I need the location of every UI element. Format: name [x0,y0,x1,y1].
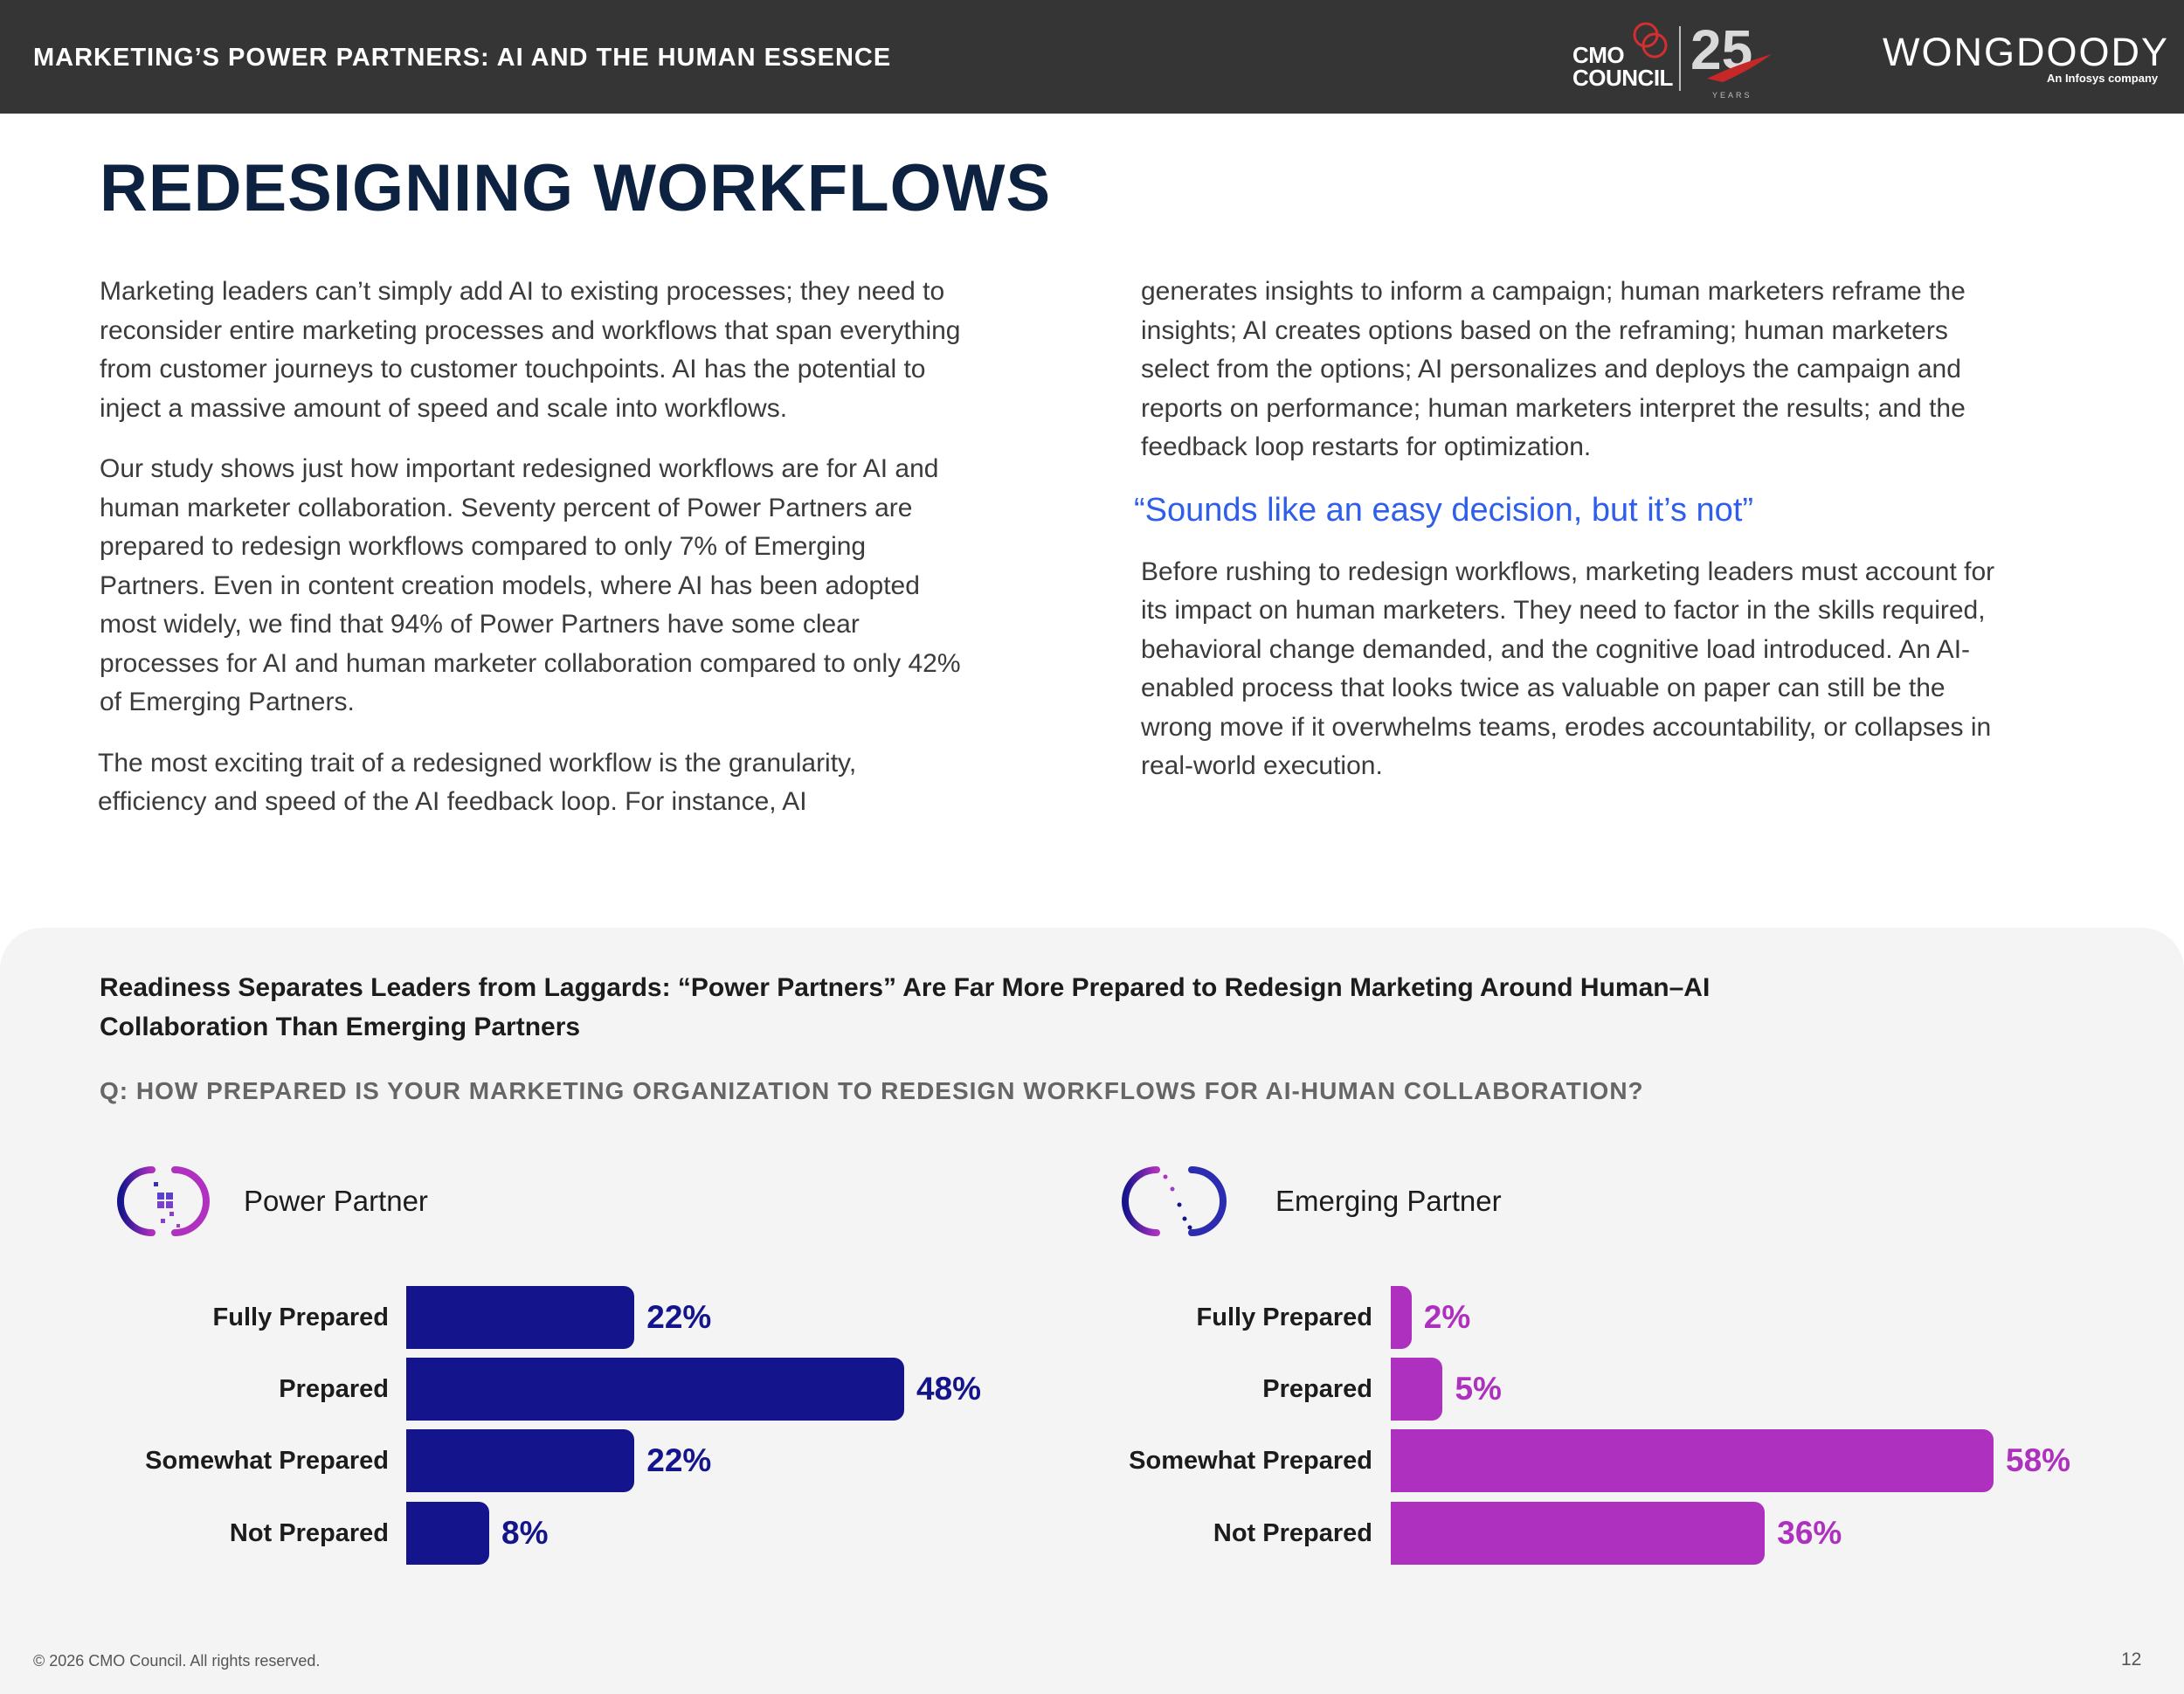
chart-panel [0,928,2184,1694]
bar [406,1429,635,1492]
bar-value-label: 2% [1423,1299,1471,1335]
bar [1391,1286,1412,1349]
bar-value-label: 5% [1455,1371,1502,1407]
body-paragraph: generates insights to inform a campaign;… [1141,277,1966,461]
pull-quote: “Sounds like an easy decision, but it’s … [1134,491,1754,529]
copyright-notice: © 2026 CMO Council. All rights reserved. [33,1652,321,1670]
header-bar: MARKETING’S POWER PARTNERS: AI AND THE H… [0,0,2184,114]
bar [1391,1502,1766,1565]
bar [406,1502,489,1565]
cmo-council-logo: CMO COUNCIL 25 YEARS [1572,19,1773,101]
red-swoosh-icon [1707,54,1772,82]
cmo-circles-icon [1633,22,1668,59]
power-partner-icon [117,1166,210,1236]
bar-value-label: 36% [1777,1515,1842,1551]
power-partner-legend-label: Power Partner [244,1185,428,1217]
bar [406,1286,635,1349]
report-title: MARKETING’S POWER PARTNERS: AI AND THE H… [33,44,892,72]
emerging-partner-icon [1122,1166,1227,1236]
bar [1391,1358,1443,1421]
right-text-column: generates insights to inform a campaign;… [1134,273,2015,808]
wongdoody-logo: WONGDOODY [1883,30,2169,74]
page-number: 12 [2121,1649,2142,1670]
logo-divider [1679,26,1681,91]
cmo-years-text: YEARS [1712,91,1752,100]
body-paragraph: Marketing leaders can’t simply add AI to… [100,277,961,423]
bar-category-label: Somewhat Prepared [145,1447,389,1475]
bar-category-label: Fully Prepared [212,1303,389,1331]
bar-category-label: Somewhat Prepared [1129,1447,1372,1475]
survey-question: Q: HOW PREPARED IS YOUR MARKETING ORGANI… [100,1077,1644,1104]
bar-category-label: Prepared [279,1375,389,1403]
emerging-partner-legend-label: Emerging Partner [1275,1185,1502,1217]
bar [1391,1429,1994,1492]
body-paragraph: Our study shows just how important redes… [100,454,961,716]
page-title: REDESIGNING WORKFLOWS [100,151,1052,225]
body-paragraph: Before rushing to redesign workflows, ma… [1141,557,1995,781]
bar-value-label: 22% [646,1442,712,1478]
bar-category-label: Prepared [1262,1375,1372,1403]
bar-value-label: 22% [646,1299,712,1335]
bar-category-label: Fully Prepared [1196,1303,1372,1331]
bar-value-label: 58% [2006,1442,2071,1478]
bar-value-label: 48% [916,1371,982,1407]
wongdoody-tagline: An Infosys company [2047,72,2159,85]
bar [406,1358,904,1421]
bar-value-label: 8% [501,1515,549,1551]
left-text-column: Marketing leaders can’t simply add AI to… [98,273,964,844]
chart-heading: Readiness Separates Leaders from Laggard… [100,973,1711,1041]
cmo-council-logo-text: CMO COUNCIL [1572,42,1673,91]
body-paragraph: The most exciting trait of a redesigned … [98,748,857,817]
bar-category-label: Not Prepared [1213,1519,1372,1547]
bar-category-label: Not Prepared [229,1519,389,1547]
